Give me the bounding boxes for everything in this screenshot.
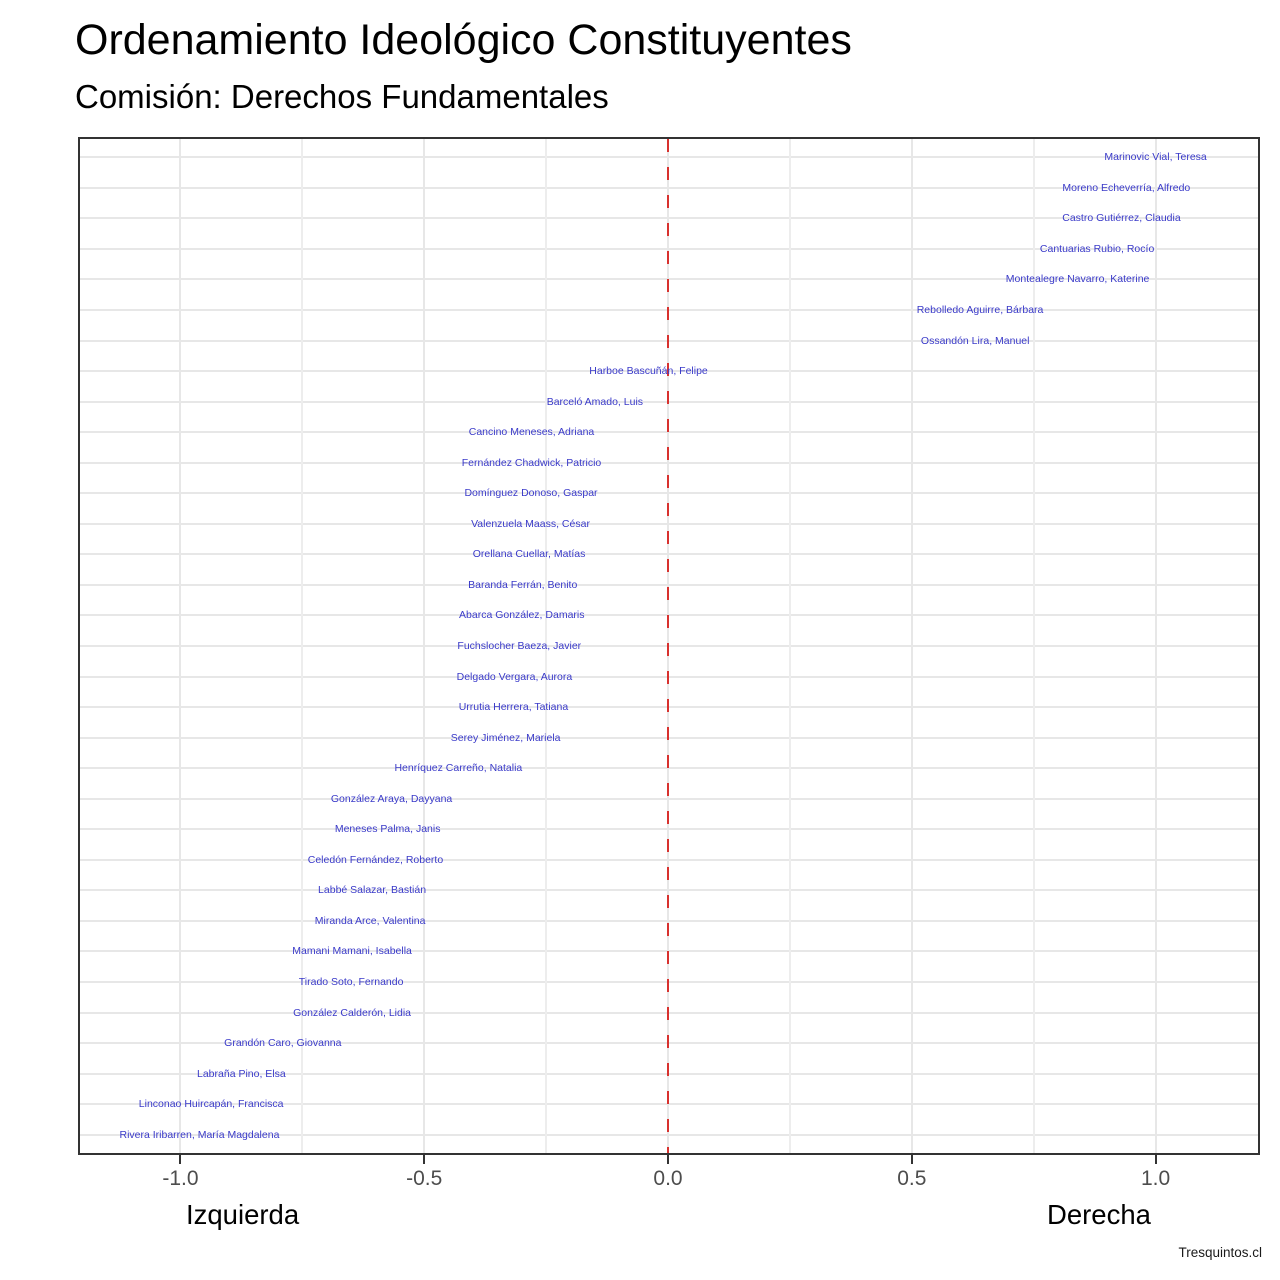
constituent-label: Serey Jiménez, Mariela [450, 731, 561, 744]
constituent-label: Fuchslocher Baeza, Javier [457, 639, 582, 652]
constituent-label: Henríquez Carreño, Natalia [394, 761, 523, 774]
axis-left-label: Izquierda [185, 1199, 300, 1230]
constituent-label: Urrutia Herrera, Tatiana [458, 700, 569, 713]
constituent-label: Labbé Salazar, Bastián [318, 884, 427, 897]
x-axis-tick-label: -0.5 [406, 1167, 443, 1190]
x-axis-tick-mark [1154, 1155, 1157, 1164]
watermark-link[interactable]: Tresquintos.cl [1178, 1245, 1262, 1260]
constituent-label: Rivera Iribarren, María Magdalena [119, 1128, 280, 1141]
gridline-vertical-major [1154, 139, 1157, 1153]
x-axis-tick-mark [423, 1155, 426, 1164]
chart-subtitle: Comisión: Derechos Fundamentales [75, 78, 609, 115]
constituent-label: Mamani Mamani, Isabella [292, 945, 412, 958]
constituent-label: Celedón Fernández, Roberto [307, 853, 444, 866]
constituent-label: Harboe Bascuñán, Felipe [589, 364, 708, 377]
x-axis-tick-label: 0.5 [897, 1167, 927, 1190]
gridline-vertical-minor [1032, 139, 1035, 1153]
constituent-label: Rebolledo Aguirre, Bárbara [916, 303, 1044, 316]
constituent-label: Abarca González, Damaris [459, 609, 585, 622]
constituent-label: González Calderón, Lidia [293, 1006, 412, 1019]
x-axis-tick-label: 1.0 [1140, 1167, 1171, 1190]
constituent-label: Cancino Meneses, Adriana [468, 425, 595, 438]
gridline-vertical-minor [301, 139, 304, 1153]
gridline-vertical-major [910, 139, 913, 1153]
constituent-label: Fernández Chadwick, Patricio [461, 456, 602, 469]
x-axis-tick-label: 0.0 [653, 1167, 683, 1190]
reference-line-zero [667, 139, 670, 1153]
chart-title: Ordenamiento Ideológico Constituyentes [75, 16, 852, 64]
constituent-label: Labraña Pino, Elsa [197, 1067, 286, 1080]
constituent-label: Delgado Vergara, Aurora [456, 670, 573, 683]
constituent-label: Linconao Huircapán, Francisca [138, 1097, 284, 1110]
gridline-vertical-major [423, 139, 426, 1153]
x-axis-ticks [80, 1155, 1258, 1164]
constituent-label: Domínguez Donoso, Gaspar [464, 487, 598, 500]
x-axis-sublabels: Izquierda Derecha [80, 1199, 1258, 1234]
constituent-label: Cantuarias Rubio, Rocío [1039, 242, 1155, 255]
x-axis-tick-label: -1.0 [162, 1167, 199, 1190]
gridline-vertical-minor [545, 139, 548, 1153]
gridline-vertical-minor [788, 139, 791, 1153]
x-axis-tick-mark [667, 1155, 670, 1164]
constituent-label: Meneses Palma, Janis [334, 823, 441, 835]
constituent-label: Montealegre Navarro, Katerine [1005, 273, 1150, 286]
constituent-label: Moreno Echeverría, Alfredo [1062, 181, 1191, 194]
x-axis-tick-labels: -1.0 -0.5 0.0 0.5 1.0 [80, 1168, 1258, 1194]
axis-right-label: Derecha [1046, 1199, 1151, 1230]
constituent-label: Ossandón Lira, Manuel [920, 334, 1030, 347]
constituent-label: González Araya, Dayyana [330, 792, 453, 805]
constituent-label: Orellana Cuellar, Matías [472, 548, 586, 561]
x-axis-tick-mark [910, 1155, 913, 1164]
constituent-label: Valenzuela Maass, César [471, 517, 590, 530]
gridline-vertical-major [179, 139, 182, 1153]
constituent-label: Tirado Soto, Fernando [298, 975, 404, 988]
constituent-label: Marinovic Vial, Teresa [1104, 151, 1207, 164]
constituent-label: Grandón Caro, Giovanna [224, 1036, 342, 1049]
plot-panel: Marinovic Vial, Teresa Moreno Echeverría,… [78, 137, 1260, 1155]
constituent-label: Baranda Ferrán, Benito [468, 578, 578, 591]
x-axis-tick-mark [179, 1155, 182, 1164]
constituent-label: Castro Gutiérrez, Claudia [1062, 212, 1181, 225]
constituent-label: Barceló Amado, Luis [546, 395, 644, 408]
constituent-label: Miranda Arce, Valentina [314, 914, 426, 927]
